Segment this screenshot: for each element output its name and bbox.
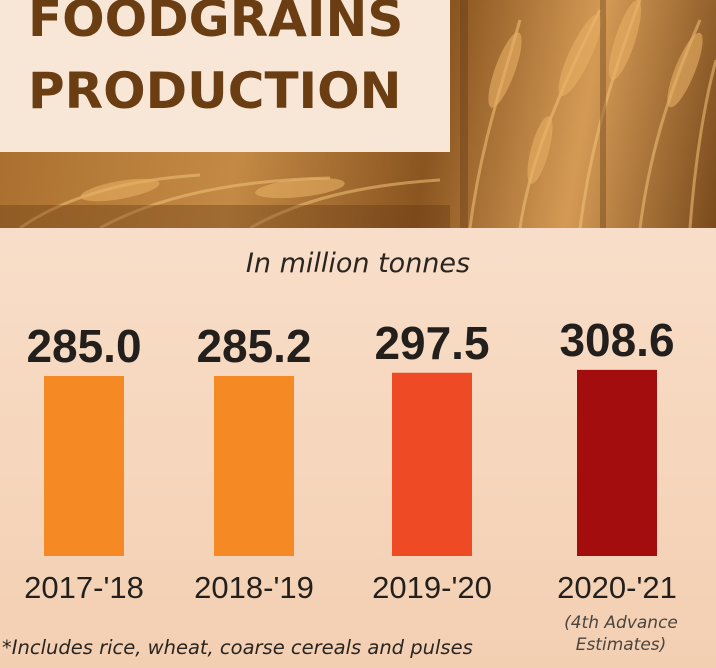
bar-2 bbox=[392, 372, 472, 556]
value-label-3: 308.6 bbox=[559, 314, 674, 366]
title-card: FOODGRAINS PRODUCTION bbox=[0, 0, 450, 152]
title-line-2: PRODUCTION bbox=[28, 62, 402, 120]
category-labels-group: 2017-'18 2018-'19 2019-'20 2020-'21 bbox=[24, 570, 677, 605]
advance-estimates-note: (4th Advance Estimates) bbox=[564, 613, 678, 655]
category-label-2: 2019-'20 bbox=[372, 570, 492, 605]
category-label-3: 2020-'21 bbox=[557, 570, 677, 605]
chart-subtitle: In million tonnes bbox=[245, 248, 471, 279]
bar-0 bbox=[44, 376, 124, 556]
footnote: *Includes rice, wheat, coarse cereals an… bbox=[2, 636, 473, 659]
category-label-0: 2017-'18 bbox=[24, 570, 144, 605]
bar-3 bbox=[577, 369, 657, 556]
bar-1 bbox=[214, 375, 294, 556]
title-line-1: FOODGRAINS bbox=[28, 0, 404, 48]
category-label-1: 2018-'19 bbox=[194, 570, 314, 605]
wheat-banner-image: FOODGRAINS PRODUCTION bbox=[0, 0, 716, 228]
wheat-illustration bbox=[0, 0, 716, 228]
value-labels-group: 285.0 285.2 297.5 308.6 bbox=[26, 314, 674, 372]
bars-group bbox=[44, 369, 657, 556]
value-label-0: 285.0 bbox=[26, 320, 141, 372]
value-label-1: 285.2 bbox=[196, 320, 311, 372]
value-label-2: 297.5 bbox=[374, 317, 489, 369]
